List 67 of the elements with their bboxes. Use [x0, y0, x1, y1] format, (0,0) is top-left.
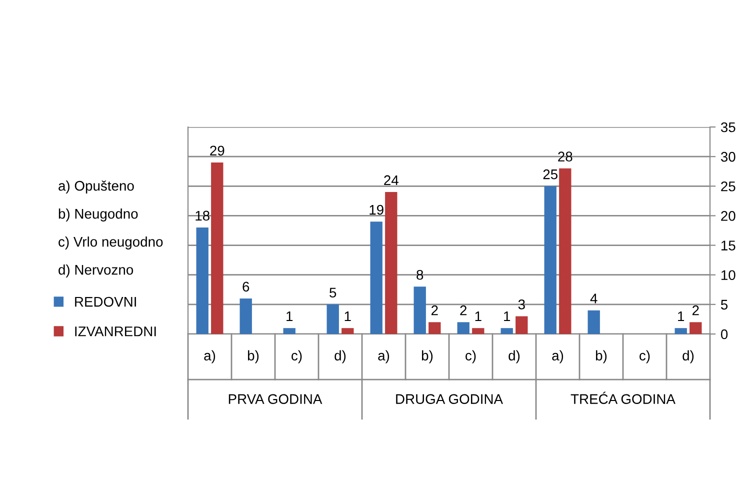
- bar: [385, 192, 398, 334]
- data-label: 2: [692, 305, 699, 316]
- bar: [472, 328, 484, 334]
- text: d) Nervozno: [58, 264, 134, 278]
- y-tick-label: 30: [720, 152, 736, 162]
- bar: [544, 186, 556, 334]
- text: TREĆA GODINA: [570, 392, 676, 404]
- y-tick-label: 35: [720, 122, 736, 132]
- data-label: 18: [196, 210, 210, 221]
- bar: [674, 328, 687, 334]
- bar: [588, 310, 600, 334]
- x-tick-label: a): [378, 350, 390, 364]
- x-tick-label: a): [204, 350, 216, 364]
- bar: [690, 322, 702, 334]
- bar: [196, 228, 208, 334]
- x-tick-label: b): [422, 350, 433, 364]
- y-tick-label: 25: [721, 181, 736, 192]
- data-label: 1: [475, 311, 482, 322]
- text: a) Opušteno: [58, 180, 134, 194]
- x-tick-label: c): [466, 350, 476, 364]
- data-label: 28: [558, 152, 572, 162]
- bar: [414, 286, 426, 334]
- data-label: 19: [370, 204, 384, 215]
- y-tick-label: 15: [721, 240, 736, 250]
- x-tick-label: d): [508, 350, 520, 364]
- x-tick-label: c): [292, 350, 302, 364]
- data-label: 29: [210, 146, 224, 156]
- x-tick-label: b): [248, 350, 259, 364]
- data-label: 24: [384, 175, 398, 186]
- bar: [457, 322, 470, 334]
- bar: [342, 328, 354, 334]
- bar: [500, 328, 513, 334]
- x-tick-label: a): [552, 350, 564, 364]
- legend-label: REDOVNI: [75, 296, 136, 307]
- bar: [211, 162, 224, 334]
- data-label: 8: [416, 270, 424, 280]
- bar: [370, 222, 382, 334]
- text: b) Neugodno: [58, 208, 138, 222]
- legend-label: IZVANREDNI: [75, 326, 156, 336]
- x-tick-label: d): [682, 350, 694, 364]
- bar: [428, 322, 441, 334]
- text: DRUGA GODINA: [396, 394, 503, 404]
- text: PRVA GODINA: [228, 394, 322, 404]
- y-tick-label: 0: [720, 329, 728, 340]
- bar: [559, 168, 572, 334]
- y-tick-label: 10: [721, 270, 736, 280]
- data-label: 5: [330, 288, 336, 298]
- bar: [516, 316, 528, 334]
- data-label: 25: [543, 169, 558, 180]
- x-tick-label: d): [334, 350, 346, 364]
- data-label: 3: [518, 300, 525, 310]
- data-label: 2: [431, 305, 438, 316]
- bar: [326, 304, 339, 334]
- data-label: 1: [344, 311, 351, 322]
- text: c) Vrlo neugodno: [58, 236, 163, 250]
- data-label: 1: [286, 311, 293, 322]
- x-tick-label: c): [640, 350, 650, 364]
- data-label: 1: [678, 311, 684, 322]
- data-label: 6: [242, 282, 250, 292]
- x-tick-label: b): [596, 350, 607, 364]
- data-label: 1: [504, 311, 510, 322]
- data-label: 2: [460, 305, 467, 316]
- bar: [283, 328, 296, 334]
- data-label: 4: [590, 294, 598, 304]
- y-tick-label: 20: [721, 211, 736, 221]
- bar: [240, 298, 252, 334]
- y-tick-label: 5: [720, 300, 728, 310]
